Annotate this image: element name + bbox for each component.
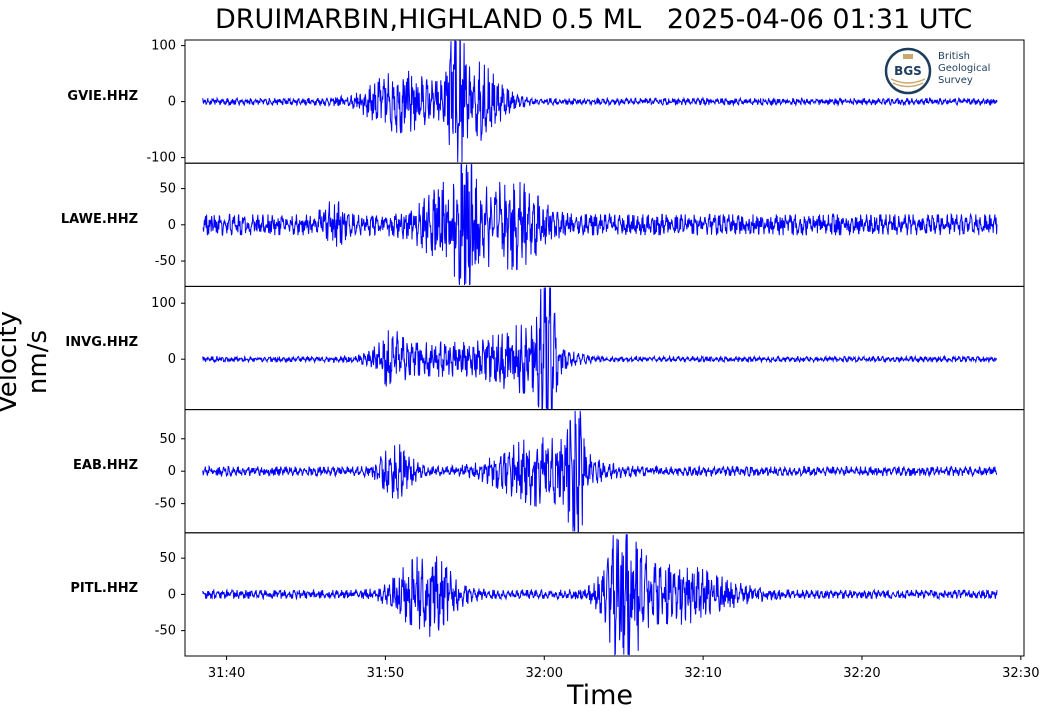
x-tick-label: 32:00	[526, 666, 563, 681]
y-tick-label: 50	[159, 551, 176, 566]
y-tick-label: 100	[151, 39, 176, 54]
station-label: EAB.HHZ	[73, 458, 138, 474]
x-axis-label: Time	[566, 680, 634, 711]
logo-mark-text: BGS	[894, 64, 922, 78]
bgs-logo: BGS British Geological Survey	[884, 46, 1002, 96]
station-label: GVIE.HHZ	[67, 88, 138, 104]
station-label: INVG.HHZ	[65, 335, 138, 350]
waveform-eab-hhz	[202, 410, 998, 532]
x-tick-label: 31:40	[208, 666, 245, 681]
chart-title: DRUIMARBIN,HIGHLAND 0.5 ML 2025-04-06 01…	[215, 4, 973, 35]
y-tick-label: 0	[168, 218, 176, 233]
waveform-pitl-hhz	[202, 534, 998, 657]
y-tick-label: 50	[159, 432, 176, 447]
station-label: LAWE.HHZ	[60, 211, 138, 227]
y-tick-label: -100	[146, 151, 176, 166]
y-tick-label: 0	[168, 464, 176, 479]
y-tick-label: 0	[168, 352, 176, 367]
x-tick-label: 32:30	[1002, 666, 1039, 681]
logo-line-1: British	[938, 51, 970, 62]
logo-line-3: Survey	[938, 75, 973, 86]
logo-line-2: Geological	[938, 63, 991, 74]
waveform-gvie-hhz	[202, 40, 998, 163]
waveform-invg-hhz	[202, 287, 998, 409]
y-tick-label: 0	[168, 95, 176, 110]
x-tick-label: 32:20	[843, 666, 880, 681]
x-tick-label: 31:50	[367, 666, 404, 681]
station-label: PITL.HHZ	[70, 581, 138, 597]
y-tick-label: 100	[151, 296, 176, 311]
x-tick-label: 32:10	[684, 666, 721, 681]
bgs-emblem-icon: BGS	[884, 47, 932, 95]
y-tick-label: -50	[155, 254, 176, 269]
panel-frame	[184, 285, 1025, 411]
y-tick-label: 50	[159, 182, 176, 197]
y-tick-label: -50	[155, 497, 176, 512]
waveform-lawe-hhz	[202, 164, 998, 286]
y-tick-label: 0	[168, 587, 176, 602]
y-tick-label: -50	[155, 624, 176, 639]
